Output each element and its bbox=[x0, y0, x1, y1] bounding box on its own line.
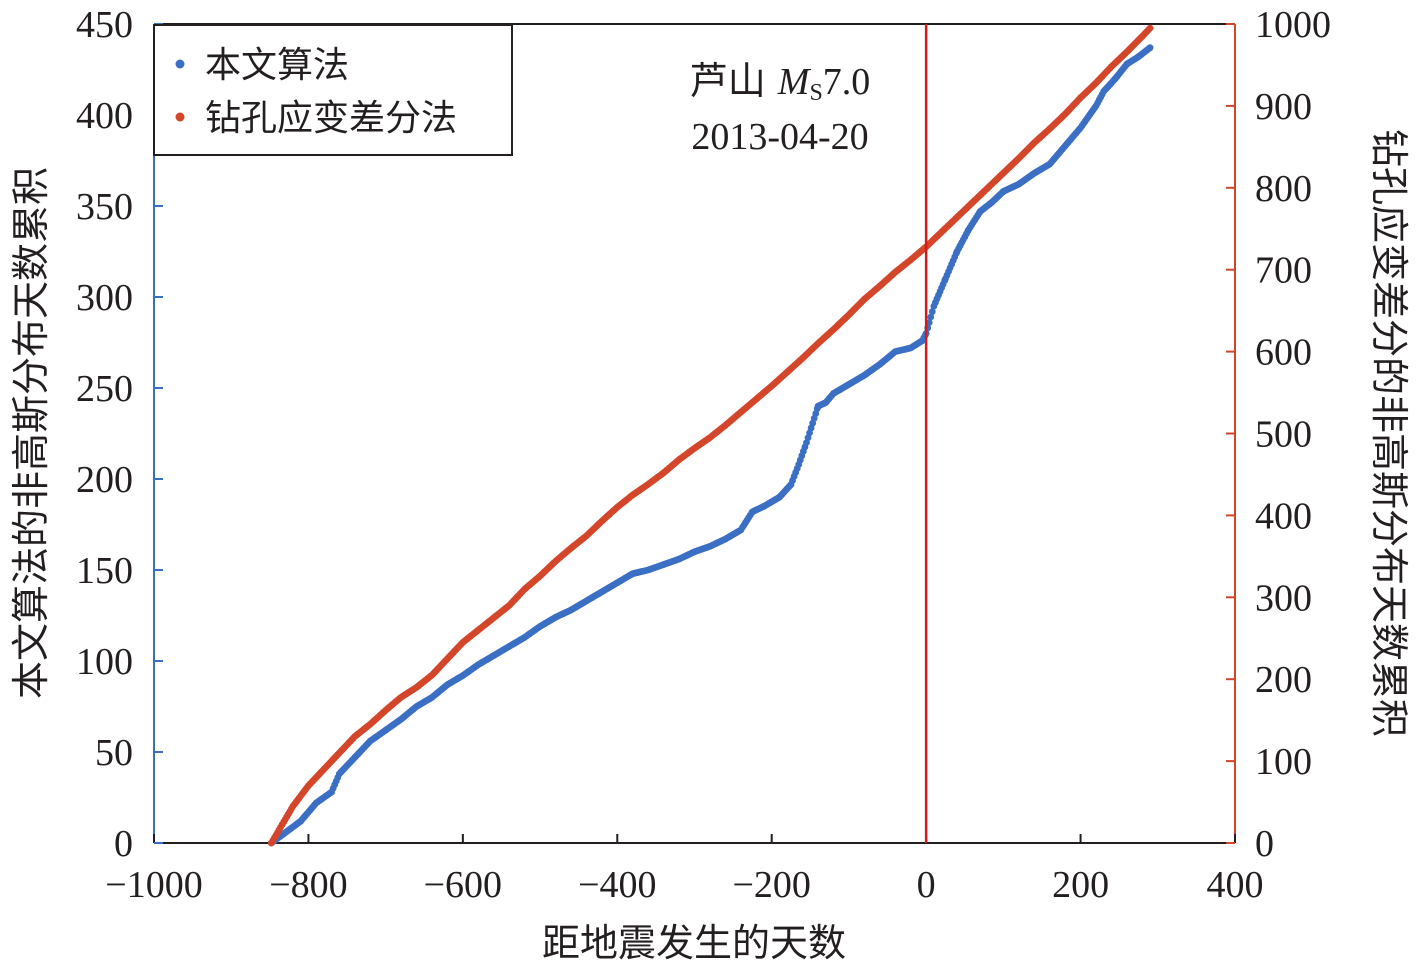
x-tick-label: −200 bbox=[732, 864, 810, 906]
data-point bbox=[1091, 104, 1098, 112]
annotation-date: 2013-04-20 bbox=[691, 116, 868, 158]
right-y-tick-label: 300 bbox=[1255, 577, 1312, 619]
x-axis-title: 距地震发生的天数 bbox=[542, 921, 846, 965]
annotation-event: 芦山 MS7.0 bbox=[690, 59, 871, 106]
left-y-axis-title: 本文算法的非高斯分布天数累积 bbox=[9, 167, 53, 699]
x-tick-label: −800 bbox=[269, 864, 347, 906]
x-tick-label: −400 bbox=[578, 864, 656, 906]
right-y-tick-label: 400 bbox=[1255, 495, 1312, 537]
right-y-tick-label: 800 bbox=[1255, 168, 1312, 210]
left-y-tick-label: 50 bbox=[95, 732, 133, 774]
left-y-tick-label: 100 bbox=[76, 641, 133, 683]
left-y-tick-label: 300 bbox=[76, 277, 133, 319]
right-y-tick-label: 100 bbox=[1255, 741, 1312, 783]
data-point bbox=[927, 313, 935, 321]
left-y-tick-label: 350 bbox=[76, 186, 133, 228]
series-2 bbox=[267, 24, 1154, 847]
x-tick-label: 0 bbox=[917, 864, 936, 906]
right-y-tick-label: 900 bbox=[1255, 86, 1312, 128]
data-point bbox=[334, 774, 342, 781]
x-tick-label: 200 bbox=[1052, 864, 1109, 906]
legend-label-series-1: 本文算法 bbox=[205, 45, 349, 86]
left-y-tick-label: 450 bbox=[76, 4, 133, 46]
left-y-tick-label: 400 bbox=[76, 95, 133, 137]
series-1 bbox=[267, 44, 1154, 847]
data-point bbox=[801, 443, 809, 451]
data-point bbox=[928, 308, 936, 315]
x-ticks: −1000 −800 −600 −400 −200 0 200 400 bbox=[105, 834, 1264, 906]
legend-label-series-2: 钻孔应变差分法 bbox=[205, 98, 457, 139]
series-layer bbox=[267, 24, 1154, 847]
legend-marker-series-1 bbox=[175, 59, 185, 69]
left-y-tick-label: 250 bbox=[76, 368, 133, 410]
right-y-tick-label: 0 bbox=[1255, 823, 1274, 865]
right-y-axis-title: 钻孔应变差分的非高斯分布天数累积 bbox=[1367, 129, 1411, 737]
legend-box bbox=[153, 24, 513, 156]
data-point bbox=[793, 465, 801, 472]
legend-marker-series-2 bbox=[175, 112, 185, 122]
x-tick-label: −600 bbox=[424, 864, 502, 906]
right-y-ticks: 0 100 200 300 400 500 600 700 800 900 1000 bbox=[1226, 4, 1331, 865]
data-point bbox=[1145, 26, 1152, 34]
right-y-tick-label: 600 bbox=[1255, 332, 1312, 374]
x-tick-label: −1000 bbox=[105, 864, 202, 906]
left-y-tick-label: 0 bbox=[114, 823, 133, 865]
x-tick-label: 400 bbox=[1207, 864, 1264, 906]
right-y-tick-label: 500 bbox=[1255, 414, 1312, 456]
legend: 本文算法 钻孔应变差分法 bbox=[153, 24, 513, 156]
right-y-tick-label: 200 bbox=[1255, 659, 1312, 701]
data-point bbox=[1145, 44, 1153, 52]
left-y-tick-label: 150 bbox=[76, 550, 133, 592]
right-y-tick-label: 1000 bbox=[1255, 4, 1331, 46]
left-y-tick-label: 200 bbox=[76, 459, 133, 501]
right-y-tick-label: 700 bbox=[1255, 250, 1312, 292]
left-y-ticks: 0 50 100 150 200 250 300 350 400 450 bbox=[76, 4, 163, 865]
data-point bbox=[941, 277, 949, 285]
data-point bbox=[925, 319, 933, 326]
